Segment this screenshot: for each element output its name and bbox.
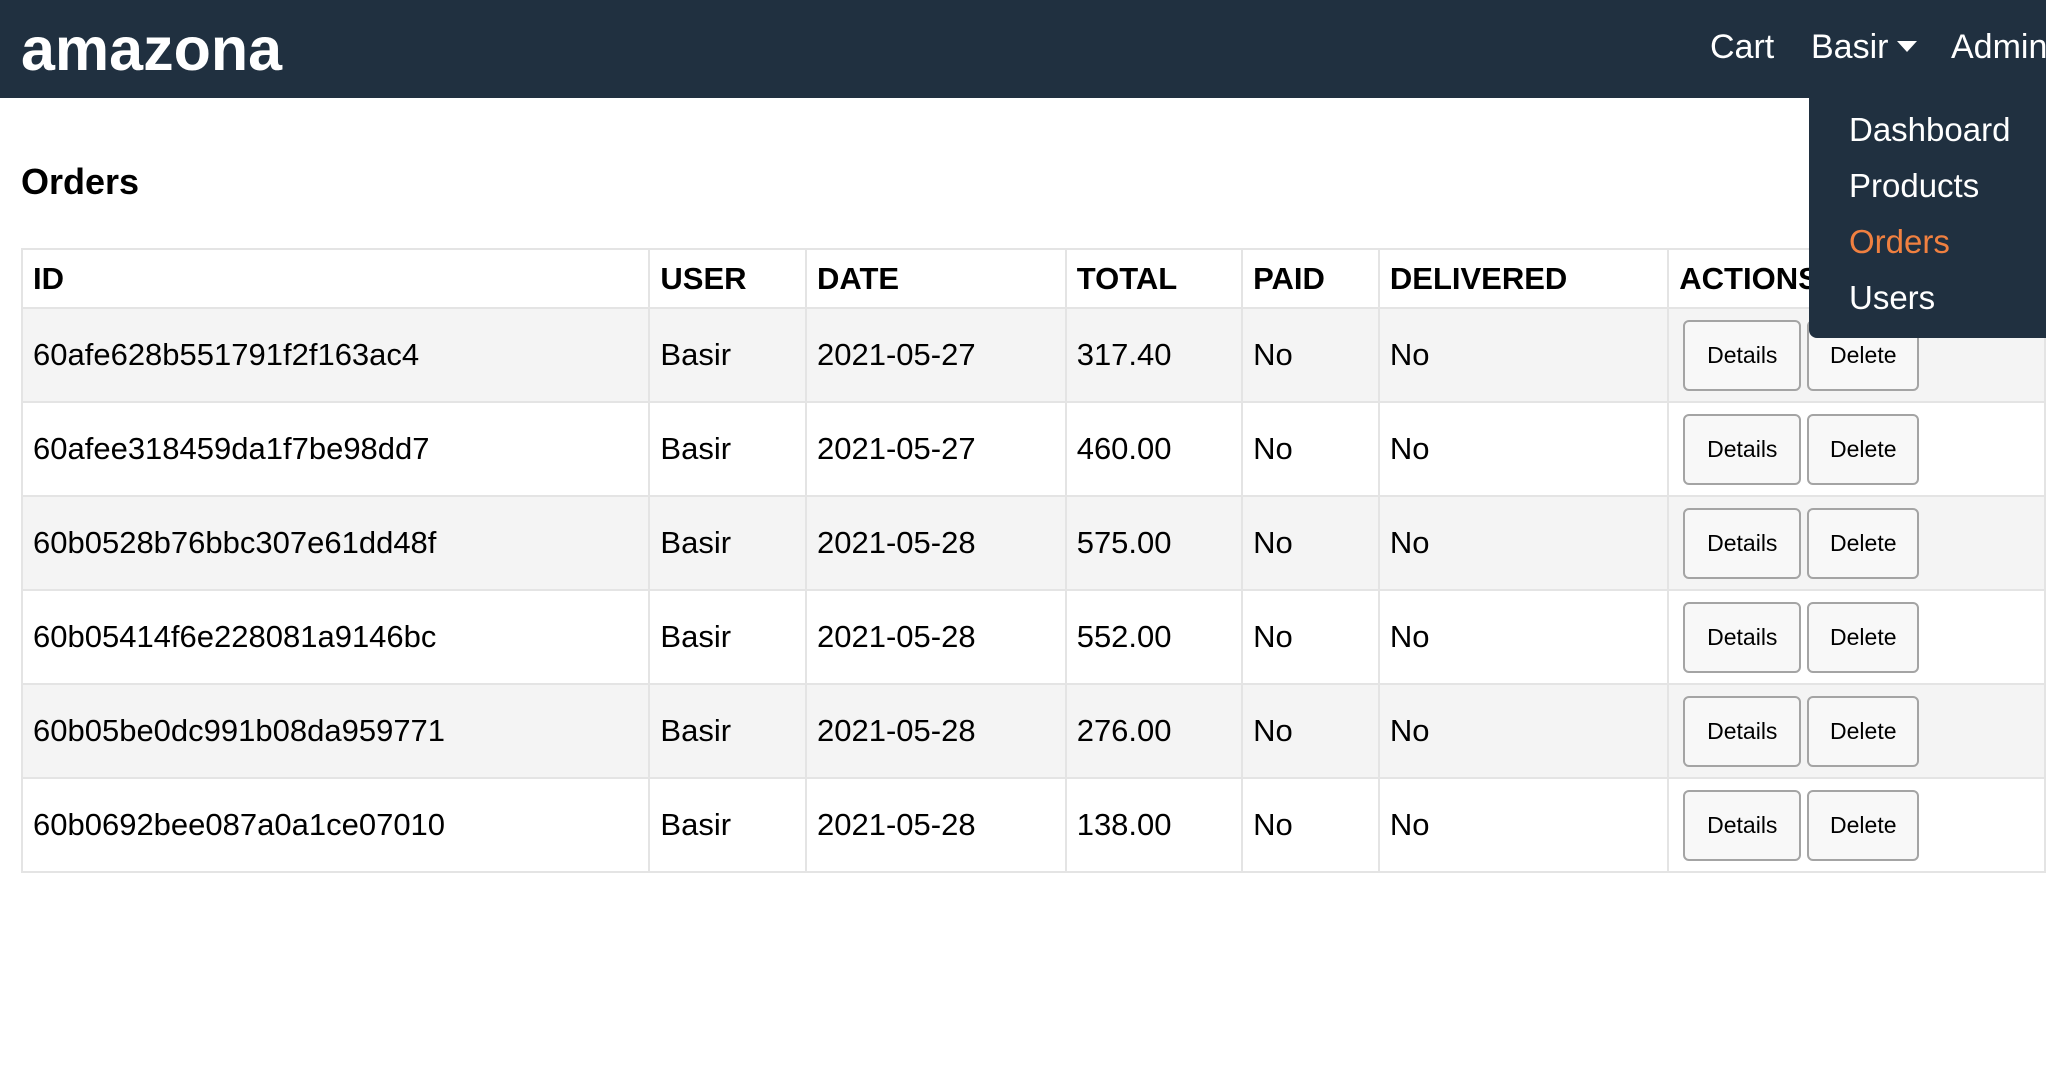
admin-menu-item-orders[interactable]: Orders — [1849, 223, 1950, 260]
order-paid-cell: No — [1241, 307, 1380, 403]
orders-table-body: 60afe628b551791f2f163ac4 Basir 2021-05-2… — [20, 307, 2046, 873]
order-user-cell: Basir — [648, 589, 807, 685]
delete-button[interactable]: Delete — [1807, 413, 1920, 485]
order-total-cell: 138.00 — [1064, 777, 1244, 873]
order-actions-cell: Details Delete — [1667, 401, 2046, 497]
order-delivered-cell: No — [1377, 495, 1670, 591]
delete-button[interactable]: Delete — [1807, 601, 1920, 673]
details-button[interactable]: Details — [1683, 507, 1802, 579]
order-user-cell: Basir — [648, 401, 807, 497]
order-delivered-cell: No — [1377, 589, 1670, 685]
order-id-cell: 60b0528b76bbc307e61dd48f — [20, 495, 651, 591]
order-total-cell: 460.00 — [1064, 401, 1244, 497]
order-date-cell: 2021-05-28 — [805, 495, 1067, 591]
order-delivered-cell: No — [1377, 777, 1670, 873]
order-total-cell: 317.40 — [1064, 307, 1244, 403]
admin-dropdown-menu: Dashboard Products Orders Users — [1809, 98, 2046, 338]
order-paid-cell: No — [1241, 401, 1380, 497]
order-actions-cell: Details Delete — [1667, 589, 2046, 685]
details-button[interactable]: Details — [1683, 601, 1802, 673]
user-menu-label: Basir — [1811, 28, 1889, 66]
column-header-total: TOTAL — [1064, 248, 1244, 309]
admin-menu-toggle[interactable]: Admin — [1951, 28, 2046, 66]
admin-menu-item-users[interactable]: Users — [1849, 279, 1936, 316]
order-user-cell: Basir — [648, 495, 807, 591]
details-button[interactable]: Details — [1683, 789, 1802, 861]
order-actions-cell: Details Delete — [1667, 495, 2046, 591]
admin-menu-item-products[interactable]: Products — [1849, 167, 1980, 204]
order-actions-cell: Details Delete — [1667, 777, 2046, 873]
table-header-row: ID USER DATE TOTAL PAID DELIVERED ACTION… — [20, 248, 2046, 309]
details-button[interactable]: Details — [1683, 319, 1802, 391]
orders-table-head: ID USER DATE TOTAL PAID DELIVERED ACTION… — [20, 248, 2046, 309]
orders-table: ID USER DATE TOTAL PAID DELIVERED ACTION… — [20, 248, 2046, 873]
details-button[interactable]: Details — [1683, 413, 1802, 485]
order-id-cell: 60b05be0dc991b08da959771 — [20, 683, 651, 779]
page-title: Orders — [21, 161, 140, 202]
table-row: 60b05414f6e228081a9146bc Basir 2021-05-2… — [20, 589, 2046, 685]
order-paid-cell: No — [1241, 777, 1380, 873]
order-user-cell: Basir — [648, 777, 807, 873]
column-header-user: USER — [648, 248, 807, 309]
table-row: 60b0528b76bbc307e61dd48f Basir 2021-05-2… — [20, 495, 2046, 591]
table-row: 60afee318459da1f7be98dd7 Basir 2021-05-2… — [20, 401, 2046, 497]
user-menu-toggle[interactable]: Basir — [1811, 26, 1918, 68]
table-row: 60afe628b551791f2f163ac4 Basir 2021-05-2… — [20, 307, 2046, 403]
details-button[interactable]: Details — [1683, 695, 1802, 767]
order-paid-cell: No — [1241, 589, 1380, 685]
top-navbar: amazona Cart Basir Admin — [0, 0, 2046, 98]
brand-logo-link[interactable]: amazona — [21, 15, 283, 83]
order-user-cell: Basir — [648, 683, 807, 779]
order-total-cell: 276.00 — [1064, 683, 1244, 779]
table-row: 60b05be0dc991b08da959771 Basir 2021-05-2… — [20, 683, 2046, 779]
order-date-cell: 2021-05-28 — [805, 589, 1067, 685]
order-paid-cell: No — [1241, 683, 1380, 779]
order-date-cell: 2021-05-27 — [805, 307, 1067, 403]
order-id-cell: 60afe628b551791f2f163ac4 — [20, 307, 651, 403]
table-row: 60b0692bee087a0a1ce07010 Basir 2021-05-2… — [20, 777, 2046, 873]
order-date-cell: 2021-05-28 — [805, 683, 1067, 779]
order-user-cell: Basir — [648, 307, 807, 403]
order-delivered-cell: No — [1377, 683, 1670, 779]
order-actions-cell: Details Delete — [1667, 683, 2046, 779]
order-total-cell: 552.00 — [1064, 589, 1244, 685]
delete-button[interactable]: Delete — [1807, 507, 1920, 579]
order-delivered-cell: No — [1377, 401, 1670, 497]
column-header-delivered: DELIVERED — [1377, 248, 1670, 309]
delete-button[interactable]: Delete — [1807, 789, 1920, 861]
order-id-cell: 60b0692bee087a0a1ce07010 — [20, 777, 651, 873]
column-header-paid: PAID — [1241, 248, 1380, 309]
delete-button[interactable]: Delete — [1807, 695, 1920, 767]
order-date-cell: 2021-05-28 — [805, 777, 1067, 873]
caret-down-icon — [1897, 40, 1918, 52]
order-id-cell: 60b05414f6e228081a9146bc — [20, 589, 651, 685]
column-header-id: ID — [20, 248, 651, 309]
cart-link[interactable]: Cart — [1710, 28, 1775, 66]
column-header-date: DATE — [805, 248, 1067, 309]
order-total-cell: 575.00 — [1064, 495, 1244, 591]
order-delivered-cell: No — [1377, 307, 1670, 403]
order-paid-cell: No — [1241, 495, 1380, 591]
order-date-cell: 2021-05-27 — [805, 401, 1067, 497]
order-id-cell: 60afee318459da1f7be98dd7 — [20, 401, 651, 497]
admin-menu-item-dashboard[interactable]: Dashboard — [1849, 111, 2011, 148]
